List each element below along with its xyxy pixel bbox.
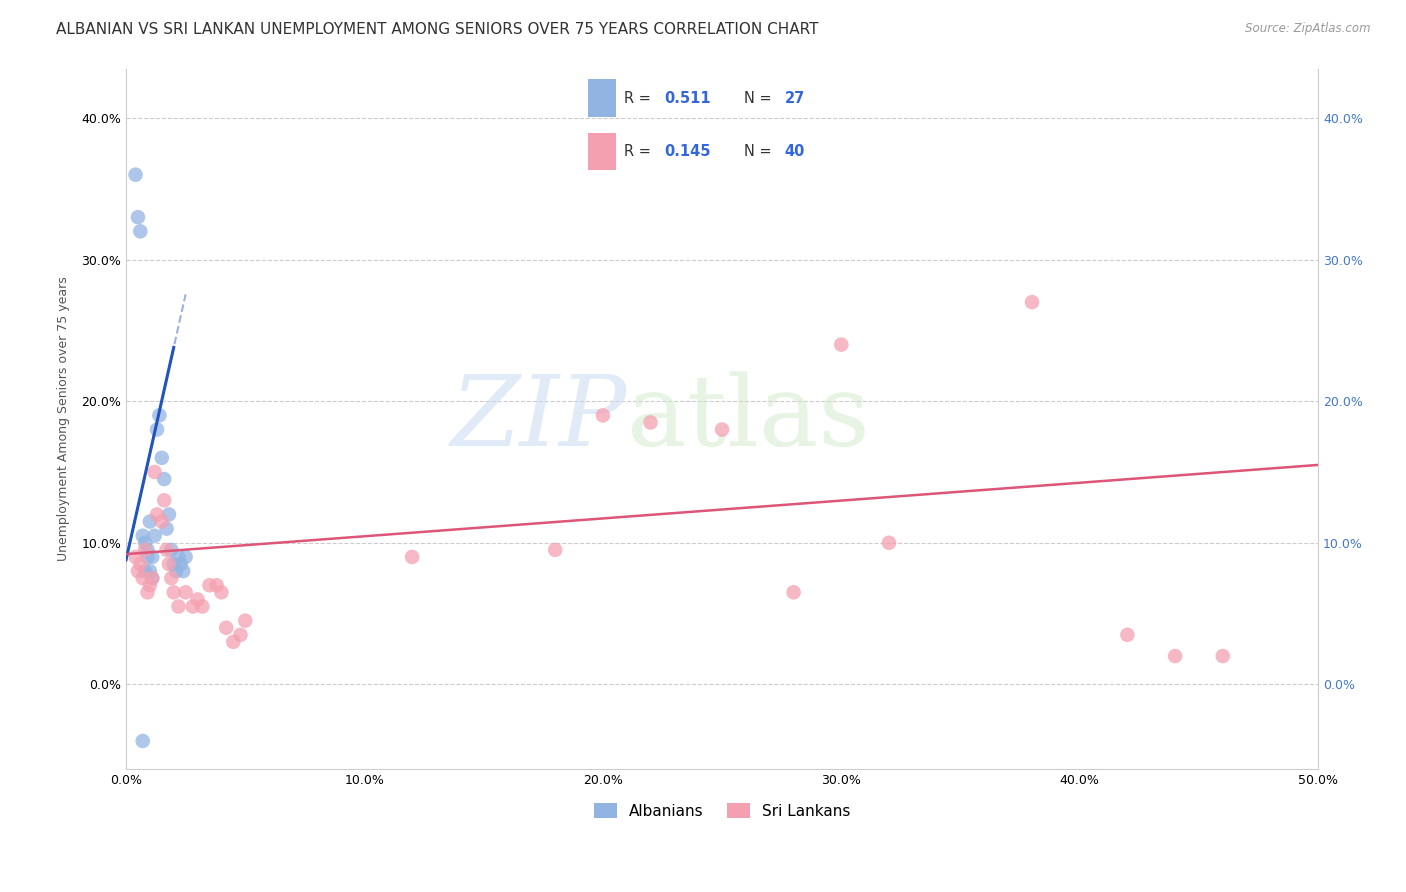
Point: [136, 542, 159, 557]
Text: N =: N =: [744, 145, 776, 159]
Text: 40: 40: [785, 145, 804, 159]
Point: [215, 621, 238, 635]
Point: [148, 409, 170, 423]
Point: [139, 578, 162, 592]
Point: [544, 542, 567, 557]
Point: [132, 529, 155, 543]
Point: [134, 564, 156, 578]
Point: [1116, 628, 1139, 642]
Point: [229, 628, 252, 642]
Point: [143, 529, 166, 543]
Text: 27: 27: [785, 91, 804, 105]
Y-axis label: Unemployment Among Seniors over 75 years: Unemployment Among Seniors over 75 years: [58, 277, 70, 561]
Point: [132, 734, 155, 748]
Point: [187, 592, 209, 607]
Point: [127, 564, 149, 578]
Point: [136, 585, 159, 599]
Bar: [588, 133, 616, 170]
Point: [160, 571, 183, 585]
Point: [170, 557, 193, 571]
Point: [146, 423, 169, 437]
Point: [830, 337, 852, 351]
Point: [877, 536, 900, 550]
Point: [205, 578, 228, 592]
Text: N =: N =: [744, 91, 776, 105]
Point: [163, 557, 186, 571]
Point: [165, 564, 187, 578]
Text: atlas: atlas: [627, 371, 869, 467]
Point: [592, 409, 614, 423]
Point: [198, 578, 221, 592]
Point: [172, 564, 194, 578]
Point: [134, 536, 156, 550]
Point: [141, 571, 163, 585]
Bar: [588, 79, 616, 117]
Point: [167, 599, 190, 614]
Point: [132, 571, 155, 585]
Point: [139, 564, 162, 578]
Text: ALBANIAN VS SRI LANKAN UNEMPLOYMENT AMONG SENIORS OVER 75 YEARS CORRELATION CHAR: ALBANIAN VS SRI LANKAN UNEMPLOYMENT AMON…: [56, 22, 818, 37]
Point: [782, 585, 804, 599]
Point: [153, 472, 176, 486]
Text: ZIP: ZIP: [450, 371, 627, 467]
Point: [143, 465, 166, 479]
Point: [150, 450, 173, 465]
Text: R =: R =: [624, 145, 655, 159]
Point: [1212, 648, 1234, 663]
Point: [222, 635, 245, 649]
Point: [174, 549, 197, 564]
Point: [155, 522, 177, 536]
Point: [174, 585, 197, 599]
Point: [401, 549, 423, 564]
Point: [134, 542, 156, 557]
Point: [163, 585, 186, 599]
Point: [124, 168, 146, 182]
Text: Source: ZipAtlas.com: Source: ZipAtlas.com: [1246, 22, 1371, 36]
Point: [141, 549, 163, 564]
Point: [150, 515, 173, 529]
Point: [160, 542, 183, 557]
Point: [640, 416, 662, 430]
Point: [209, 585, 232, 599]
Point: [1021, 295, 1043, 310]
Point: [141, 571, 163, 585]
Point: [136, 549, 159, 564]
Point: [129, 557, 152, 571]
Point: [711, 423, 734, 437]
Point: [129, 224, 152, 238]
Point: [167, 549, 190, 564]
Point: [155, 542, 177, 557]
Text: 0.145: 0.145: [664, 145, 710, 159]
Point: [127, 210, 149, 224]
Point: [153, 493, 176, 508]
Legend: Albanians, Sri Lankans: Albanians, Sri Lankans: [588, 797, 856, 825]
Point: [124, 549, 146, 564]
Point: [157, 508, 180, 522]
Point: [1164, 648, 1187, 663]
Point: [139, 515, 162, 529]
Point: [233, 614, 256, 628]
Point: [157, 557, 180, 571]
Text: 0.511: 0.511: [664, 91, 710, 105]
Point: [146, 508, 169, 522]
Point: [181, 599, 204, 614]
Point: [191, 599, 214, 614]
Text: R =: R =: [624, 91, 655, 105]
